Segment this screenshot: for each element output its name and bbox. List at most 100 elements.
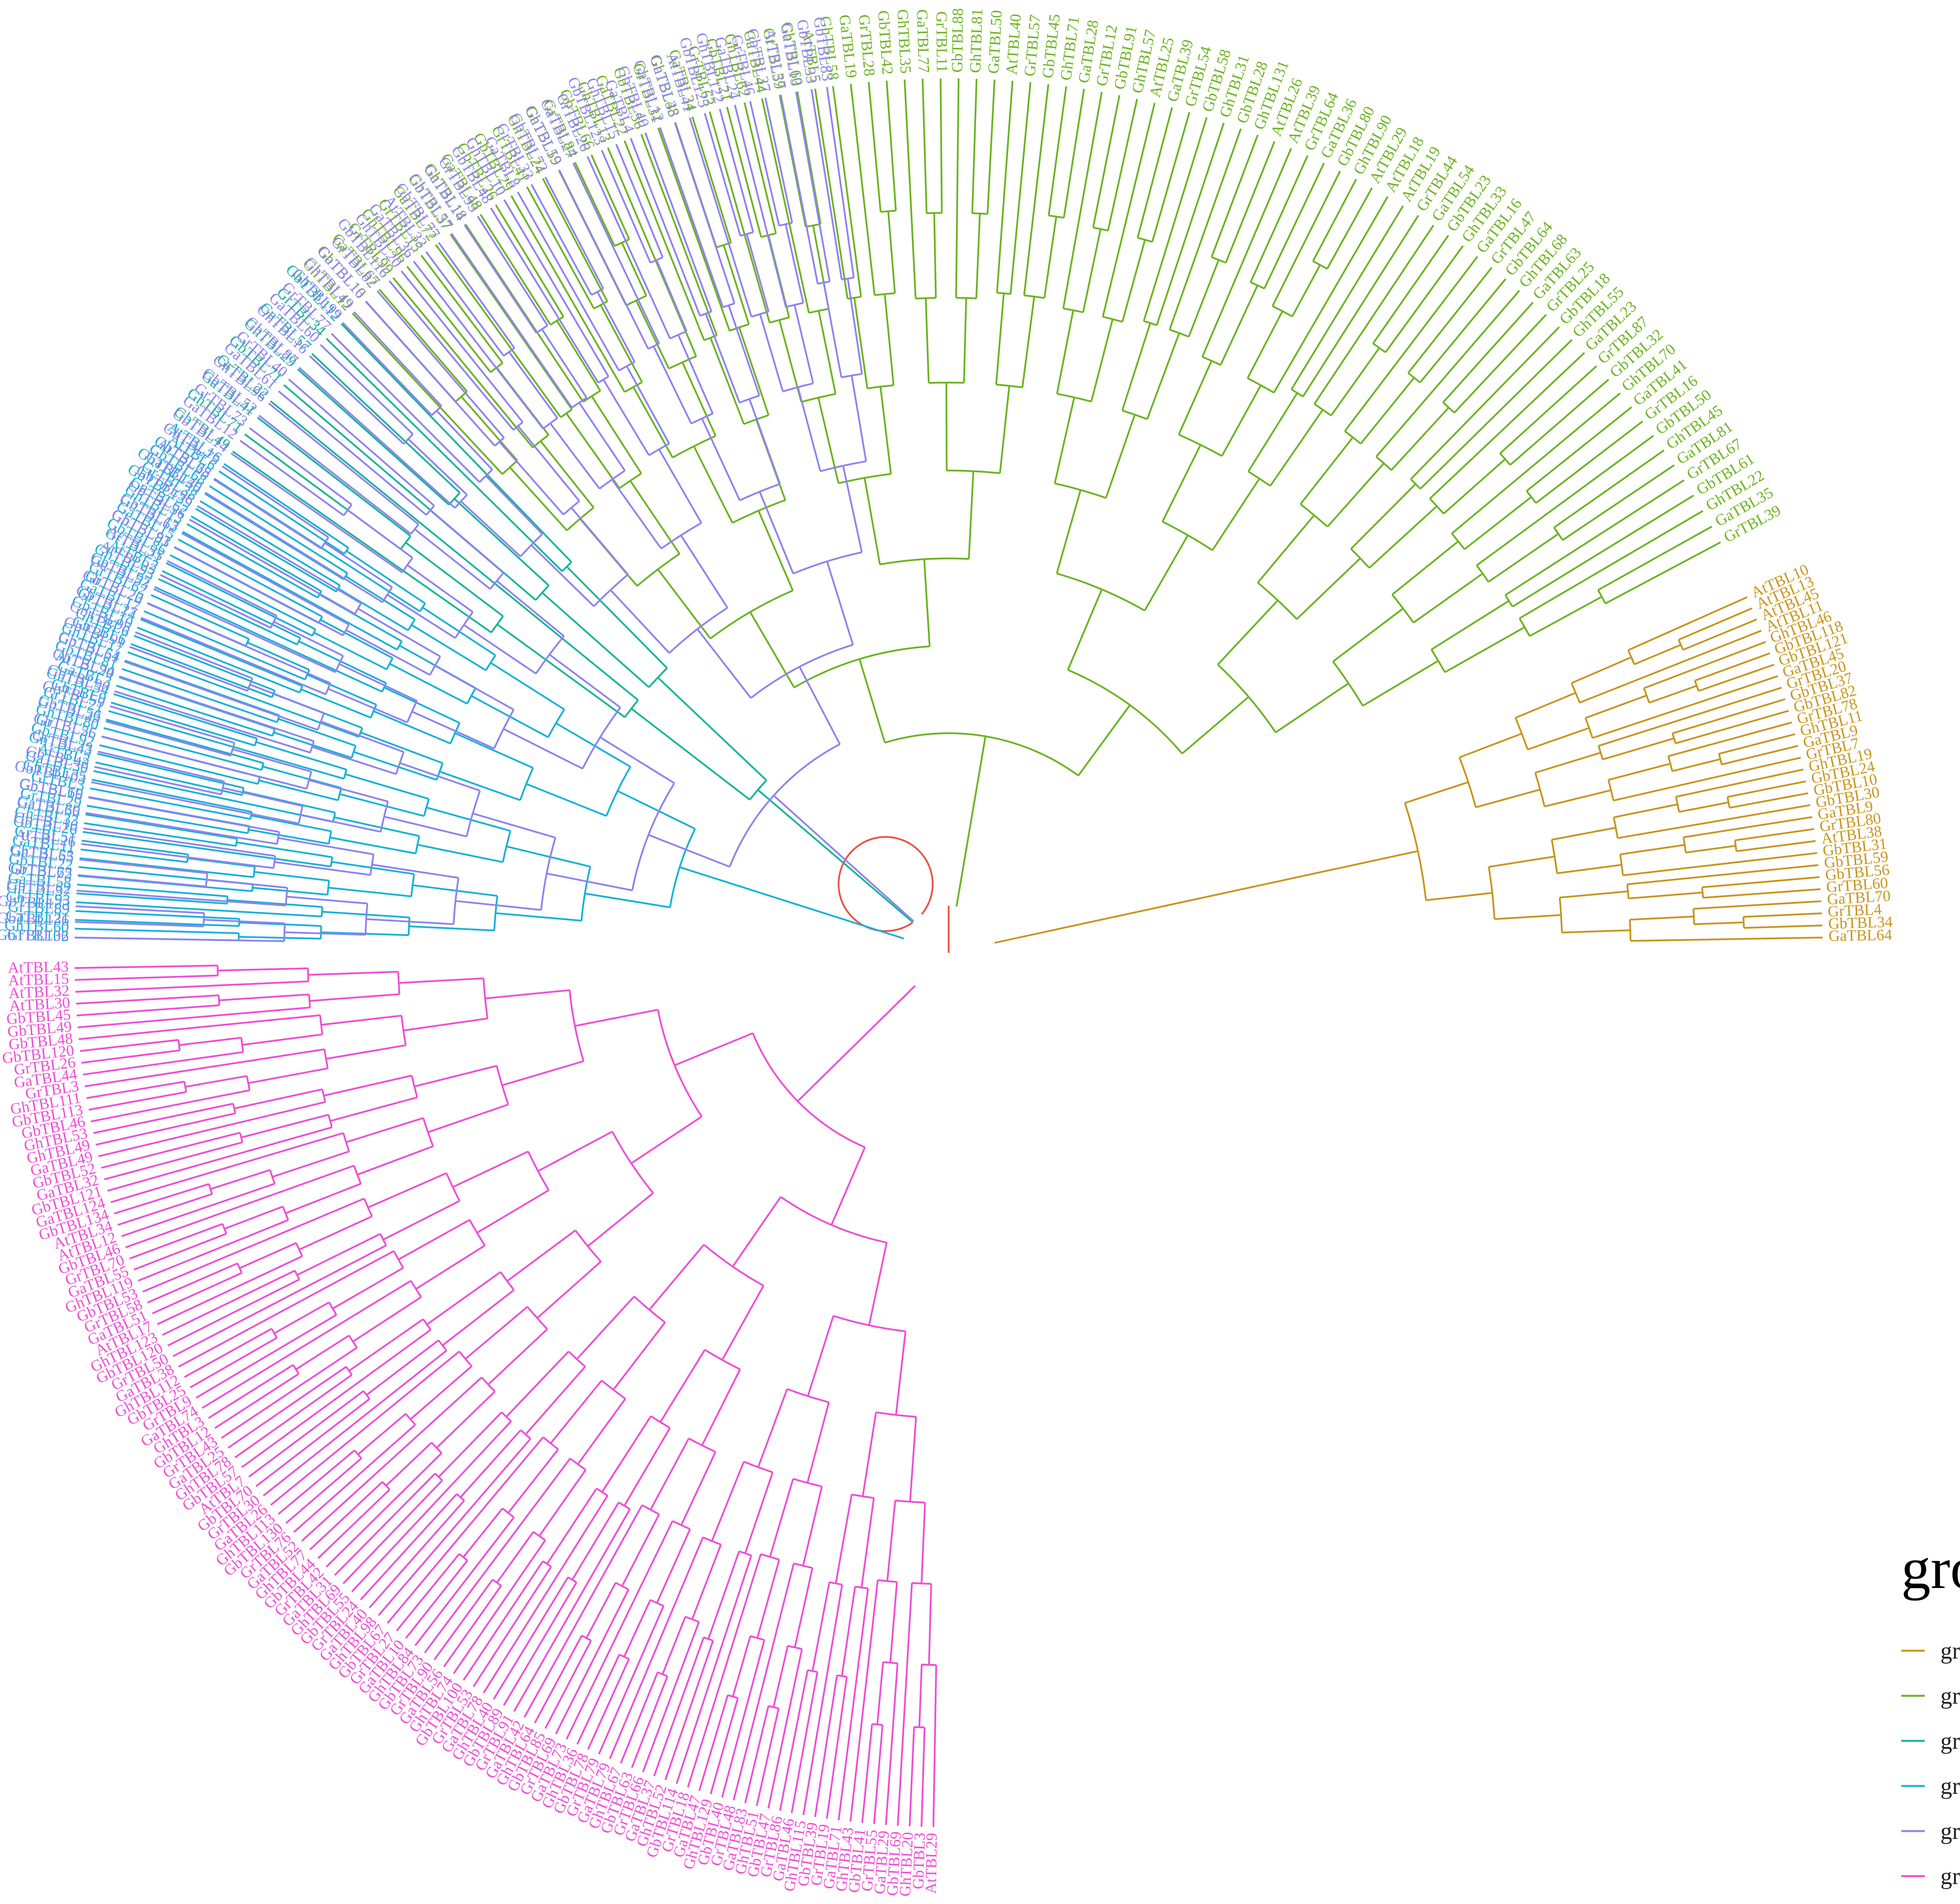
branch-arc <box>1514 717 1529 750</box>
branch-arc <box>729 323 750 332</box>
branch <box>1672 698 1786 734</box>
branch <box>644 132 712 312</box>
branch-arc <box>876 1411 916 1418</box>
branch-arc <box>833 1315 906 1332</box>
branch <box>1678 607 1753 641</box>
branch <box>300 814 381 833</box>
tip-label: GhTBL60 <box>4 916 69 936</box>
branch <box>309 355 405 445</box>
branch <box>860 1498 875 1588</box>
branch <box>80 848 187 863</box>
branch <box>1694 652 1770 681</box>
clade-stem <box>955 736 987 907</box>
branch-arc <box>597 376 609 383</box>
branch <box>525 1366 586 1435</box>
branch <box>746 234 769 312</box>
branch <box>1429 352 1585 500</box>
branch <box>680 534 728 609</box>
branch-arc <box>220 781 225 795</box>
tip-label: GbTBL69 <box>883 1831 905 1897</box>
branch <box>1247 392 1298 472</box>
branch-arc <box>489 572 505 590</box>
branch <box>234 1088 323 1110</box>
branch <box>116 685 273 737</box>
branch <box>799 666 841 745</box>
branch <box>263 1350 447 1497</box>
branch <box>506 1229 576 1282</box>
branch <box>411 710 495 750</box>
branch <box>503 728 583 770</box>
branch <box>84 1048 325 1087</box>
branch <box>94 766 221 796</box>
branch <box>1327 463 1385 527</box>
branch <box>687 1553 762 1788</box>
branch <box>414 1517 515 1646</box>
branch <box>79 858 208 874</box>
branch <box>135 631 253 679</box>
tip-label: AtTBL32 <box>8 981 70 1002</box>
branch <box>1628 892 1703 899</box>
branch <box>430 509 504 574</box>
branch <box>1247 311 1283 379</box>
branch <box>847 278 863 374</box>
branch-arc <box>1553 527 1564 541</box>
branch <box>479 214 552 325</box>
branch <box>940 78 943 213</box>
branch-arc <box>276 832 280 844</box>
branch-arc <box>285 887 289 906</box>
branch <box>508 351 558 419</box>
branch <box>1634 644 1681 665</box>
branch <box>334 816 420 837</box>
branch <box>1585 694 1647 719</box>
branch <box>1727 780 1806 798</box>
branch <box>91 1089 250 1123</box>
branch <box>278 718 356 747</box>
branch <box>656 1529 691 1604</box>
branch <box>889 1582 898 1663</box>
branch <box>76 892 227 905</box>
branch <box>405 541 504 617</box>
branch <box>691 116 732 243</box>
branch-arc <box>793 645 930 689</box>
branch-arc <box>619 472 642 489</box>
branch <box>339 793 425 817</box>
branch <box>454 498 550 586</box>
branch <box>157 1255 303 1325</box>
branch <box>1719 733 1795 755</box>
branch <box>1694 921 1744 925</box>
branch <box>313 632 387 670</box>
branch <box>1444 626 1525 673</box>
branch <box>626 365 670 444</box>
branch <box>399 762 481 792</box>
branch <box>999 385 1010 474</box>
branch <box>477 216 548 326</box>
branch <box>733 1563 795 1801</box>
branch <box>75 919 240 927</box>
branch <box>853 298 868 389</box>
branch <box>439 770 521 801</box>
branch <box>187 857 255 868</box>
branch <box>794 1568 813 1648</box>
branch-arc <box>739 394 760 404</box>
branch <box>184 1328 272 1378</box>
branch <box>309 1481 383 1551</box>
branch <box>659 1349 706 1423</box>
branch-arc <box>624 699 639 718</box>
branch <box>74 936 285 942</box>
branch <box>392 277 534 448</box>
branch <box>1597 525 1713 591</box>
branch <box>756 1708 780 1806</box>
branch <box>83 827 276 857</box>
branch <box>285 1183 361 1214</box>
branch <box>591 396 642 474</box>
tip-label: GbTBL102 <box>0 926 69 945</box>
branch <box>251 814 332 832</box>
branch <box>796 91 822 224</box>
branch <box>555 722 631 768</box>
branch <box>1092 95 1121 228</box>
branch <box>213 478 322 549</box>
branch <box>495 912 582 922</box>
branch <box>452 1150 529 1188</box>
branch <box>1693 900 1822 910</box>
branch-arc <box>295 1243 303 1257</box>
